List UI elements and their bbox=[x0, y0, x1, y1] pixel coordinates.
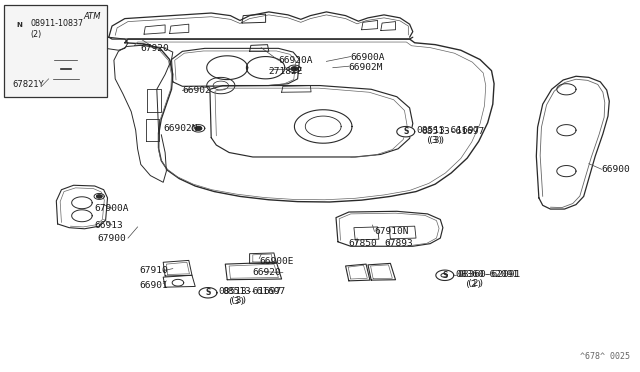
Text: (3): (3) bbox=[230, 296, 248, 305]
Text: 08513-61697: 08513-61697 bbox=[218, 287, 282, 296]
Text: 67821Y: 67821Y bbox=[13, 80, 44, 89]
Text: 66900E: 66900E bbox=[259, 257, 294, 266]
Text: 66902N: 66902N bbox=[163, 124, 198, 133]
Text: 27182E: 27182E bbox=[269, 67, 303, 76]
Text: 67910N: 67910N bbox=[374, 227, 409, 236]
Text: N: N bbox=[12, 17, 18, 23]
Text: (3): (3) bbox=[228, 297, 245, 306]
Text: ATM: ATM bbox=[83, 12, 100, 21]
Text: (2): (2) bbox=[467, 279, 484, 288]
Text: 66920: 66920 bbox=[253, 268, 282, 277]
Polygon shape bbox=[291, 67, 298, 71]
Polygon shape bbox=[10, 20, 28, 30]
Text: 08513-61697: 08513-61697 bbox=[416, 126, 479, 135]
Text: 67850: 67850 bbox=[349, 239, 378, 248]
Text: 08360-62091: 08360-62091 bbox=[458, 270, 521, 279]
Polygon shape bbox=[441, 273, 447, 277]
Text: 67900A: 67900A bbox=[95, 204, 129, 213]
FancyBboxPatch shape bbox=[4, 5, 107, 97]
Text: (2): (2) bbox=[31, 30, 42, 39]
Text: (3): (3) bbox=[426, 136, 443, 145]
Text: 66900: 66900 bbox=[602, 165, 630, 174]
Polygon shape bbox=[397, 126, 415, 137]
Text: 66901: 66901 bbox=[140, 281, 168, 290]
Polygon shape bbox=[97, 195, 102, 198]
Text: N: N bbox=[16, 22, 22, 28]
Polygon shape bbox=[195, 126, 202, 130]
Text: 66900A: 66900A bbox=[351, 53, 385, 62]
Text: S: S bbox=[403, 127, 408, 136]
Text: 08513-61697: 08513-61697 bbox=[421, 127, 484, 136]
Text: ^678^ 0025: ^678^ 0025 bbox=[580, 352, 630, 361]
Text: 67920: 67920 bbox=[141, 44, 170, 53]
Text: 08513-61697: 08513-61697 bbox=[223, 287, 286, 296]
Text: S: S bbox=[442, 271, 447, 280]
Polygon shape bbox=[6, 15, 24, 25]
Text: 66913: 66913 bbox=[95, 221, 124, 230]
Text: 08360-62091: 08360-62091 bbox=[455, 270, 518, 279]
Text: 08911-10837: 08911-10837 bbox=[31, 19, 84, 28]
Polygon shape bbox=[199, 288, 217, 298]
Text: 66902: 66902 bbox=[182, 86, 211, 95]
Text: (2): (2) bbox=[465, 280, 482, 289]
Text: 67900: 67900 bbox=[97, 234, 126, 243]
Text: 66920A: 66920A bbox=[278, 56, 313, 65]
Text: S: S bbox=[205, 288, 211, 297]
Text: 66902M: 66902M bbox=[349, 63, 383, 72]
Text: 67893: 67893 bbox=[384, 239, 413, 248]
Text: (3): (3) bbox=[428, 136, 445, 145]
Text: 67910: 67910 bbox=[140, 266, 168, 275]
Polygon shape bbox=[436, 270, 454, 280]
